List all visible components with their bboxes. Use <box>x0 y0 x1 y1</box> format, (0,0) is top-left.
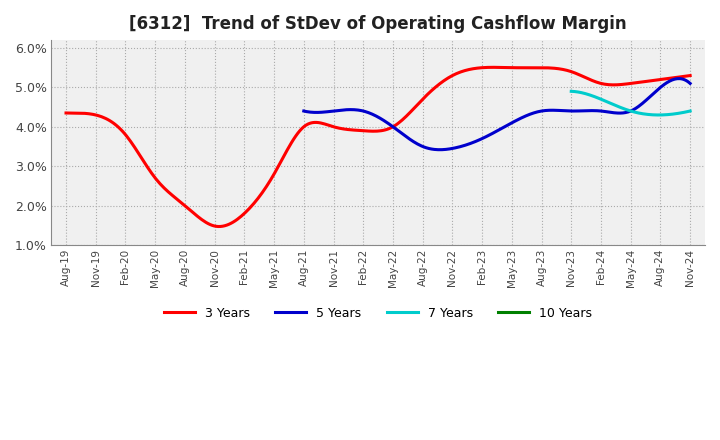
Title: [6312]  Trend of StDev of Operating Cashflow Margin: [6312] Trend of StDev of Operating Cashf… <box>130 15 627 33</box>
Legend: 3 Years, 5 Years, 7 Years, 10 Years: 3 Years, 5 Years, 7 Years, 10 Years <box>159 302 597 325</box>
